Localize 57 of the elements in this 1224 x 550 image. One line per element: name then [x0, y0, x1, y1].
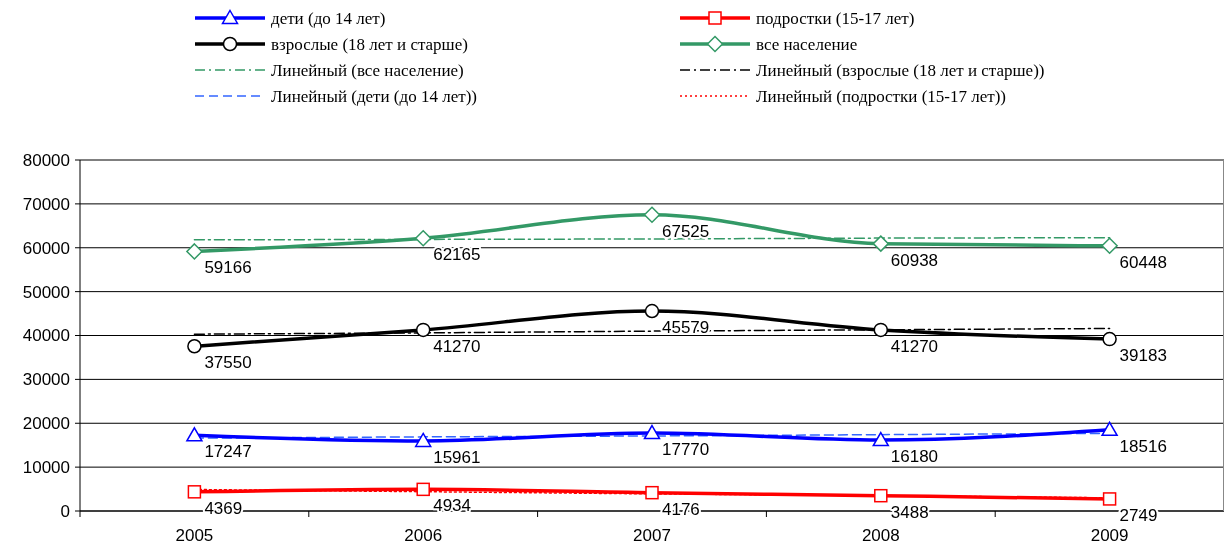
- point: [1101, 421, 1118, 437]
- legend-label: Линейный (подростки (15-17 лет)): [756, 87, 1007, 106]
- x-tick-label: 2007: [633, 526, 671, 545]
- point: [644, 303, 660, 319]
- point: [416, 482, 430, 497]
- y-tick-label: 30000: [22, 370, 70, 390]
- point: [874, 488, 888, 503]
- data-label: 62165: [433, 245, 481, 265]
- x-tick-label: 2006: [404, 526, 443, 545]
- data-label: 67525: [662, 221, 710, 241]
- point: [645, 485, 659, 500]
- legend-label: подростки (15-17 лет): [756, 9, 915, 28]
- y-tick-label: 60000: [22, 238, 70, 258]
- y-tick-label: 80000: [22, 150, 70, 170]
- data-label: 17247: [204, 442, 252, 462]
- legend-label: Линейный (дети (до 14 лет)): [271, 87, 477, 106]
- y-tick-label: 0: [60, 501, 70, 521]
- legend-label: взрослые (18 лет и старше): [271, 35, 468, 54]
- point: [872, 431, 890, 447]
- x-tick-label: 2008: [861, 526, 900, 545]
- data-label: 39183: [1119, 346, 1167, 366]
- point: [873, 322, 889, 338]
- data-label: 60938: [890, 250, 939, 270]
- point: [414, 230, 432, 247]
- legend-label: все население: [756, 35, 858, 54]
- x-tick-label: 2009: [1090, 526, 1129, 545]
- point: [414, 432, 432, 448]
- y-tick-label: 70000: [22, 194, 70, 214]
- point: [643, 206, 661, 223]
- data-label: 16180: [890, 447, 939, 467]
- data-label: 18516: [1119, 436, 1167, 456]
- y-tick-label: 40000: [22, 326, 70, 346]
- y-tick-label: 10000: [22, 458, 70, 478]
- data-label: 15961: [433, 447, 481, 467]
- point: [1102, 492, 1117, 506]
- data-label: 59166: [204, 258, 252, 278]
- legend-label: дети (до 14 лет): [271, 9, 386, 28]
- data-label: 41270: [890, 336, 939, 356]
- point: [186, 427, 203, 442]
- y-tick-label: 50000: [22, 282, 70, 302]
- point: [186, 243, 203, 260]
- x-tick-label: 2005: [175, 526, 214, 545]
- data-label: 17770: [662, 440, 710, 460]
- legend-label: Линейный (все население): [271, 61, 464, 80]
- point: [415, 322, 431, 338]
- point: [643, 424, 661, 440]
- point: [872, 235, 890, 252]
- data-label: 37550: [204, 353, 252, 373]
- point: [187, 485, 202, 499]
- point: [187, 339, 202, 354]
- point: [1102, 331, 1117, 347]
- point: [1101, 237, 1118, 255]
- data-label: 41270: [433, 336, 481, 356]
- data-label: 60448: [1119, 252, 1167, 272]
- y-tick-label: 20000: [22, 414, 70, 434]
- legend-label: Линейный (взрослые (18 лет и старше)): [756, 61, 1045, 80]
- data-label: 2749: [1119, 505, 1158, 525]
